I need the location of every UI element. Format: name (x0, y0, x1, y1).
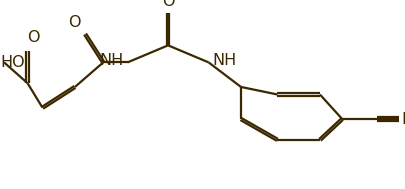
Text: NH: NH (213, 53, 237, 68)
Text: O: O (162, 0, 174, 9)
Text: O: O (28, 30, 40, 45)
Text: HO: HO (1, 55, 26, 70)
Text: N: N (402, 112, 405, 127)
Text: NH: NH (99, 53, 124, 68)
Text: O: O (68, 15, 80, 30)
